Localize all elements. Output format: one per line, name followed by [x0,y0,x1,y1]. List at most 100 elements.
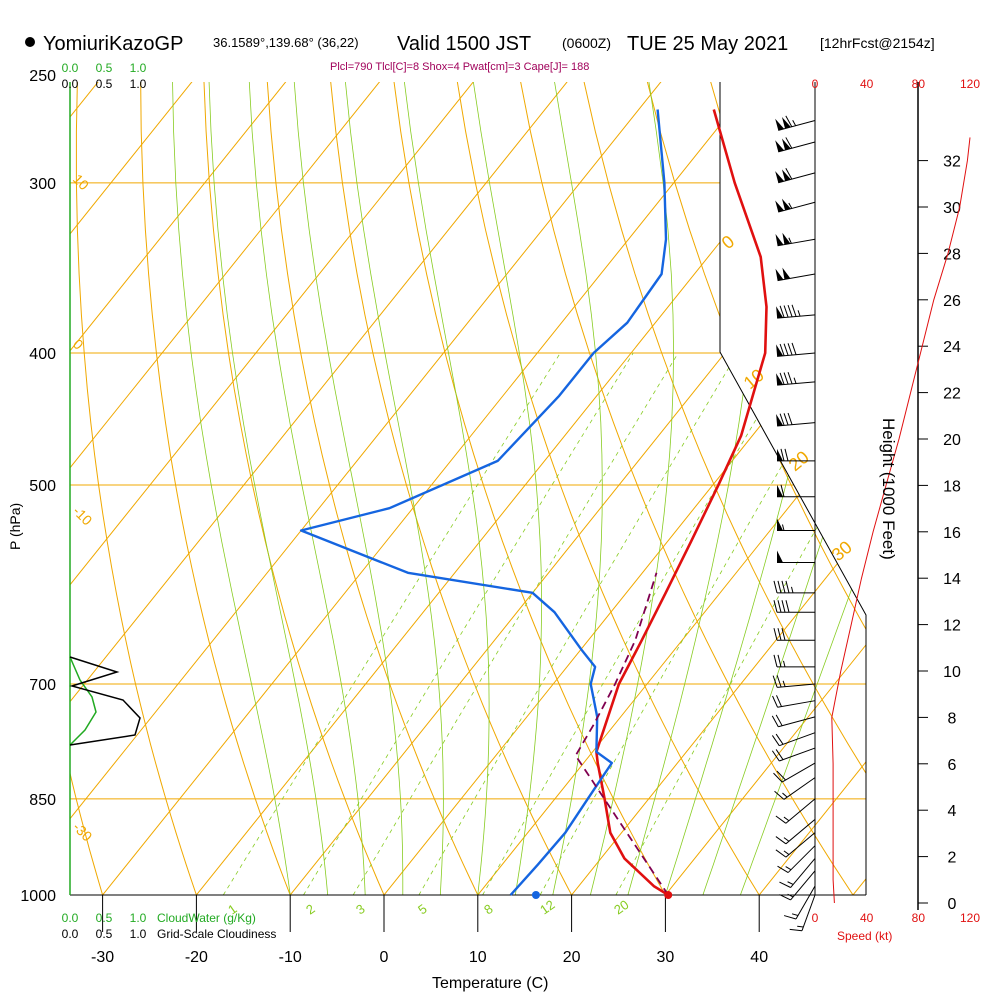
isotherm-line [383,82,866,895]
bottom-cloudwater-scale: 0.0 [62,911,79,925]
wind-barb [775,115,816,131]
wind-barb [776,304,816,319]
barb-full [787,412,793,425]
dry-adiabat-line [266,82,479,895]
cloudwater-label: CloudWater (g/Kg) [157,911,256,925]
barb-flag [775,140,785,152]
barb-full [776,695,782,707]
cloud-panel [69,656,141,746]
speed-tick-bottom: 40 [860,911,874,925]
parcel-line [574,572,669,896]
moist-adiabat-line [552,82,603,895]
barb-flag [776,306,784,319]
barb-shaft [777,314,816,319]
barb-half [787,881,794,885]
barb-full [779,372,785,385]
top-cloudwater-scale: 0.5 [96,61,113,75]
dry-adiabat-line [455,82,760,895]
barb-half [791,586,794,593]
station-bullet-icon [25,37,35,47]
barb-full [783,413,789,426]
barb-full [785,580,790,593]
bottom-cloudiness-scale: 1.0 [130,927,147,941]
barb-full [784,448,789,461]
wind-barb [773,654,815,668]
pressure-tick-label: 300 [29,176,56,193]
barb-full [779,343,785,356]
barb-half [797,310,801,317]
barb-half [783,660,786,667]
height-tick-label: 26 [943,293,961,310]
mixing-ratio-label: 5 [415,901,430,917]
barb-shaft [777,381,816,386]
barb-shaft [787,845,816,873]
wind-barb [779,870,816,901]
wind-barb [773,628,815,641]
dry-adiabat-line [75,82,197,895]
barb-half [785,866,792,871]
barb-shaft [778,141,816,153]
dry-adiabat-line [140,82,291,895]
barb-half [782,680,786,687]
barb-full [775,733,784,745]
speed-tick-top: 0 [812,77,819,91]
wind-barb [777,845,816,873]
dry-adiabat-label: -30 [70,819,96,845]
wind-barb [777,484,815,498]
pressure-tick-label: 700 [29,677,56,694]
top-cloudwater-scale: 1.0 [130,61,147,75]
y-axis-label: P (hPa) [7,503,23,550]
x-axis-label: Temperature (C) [432,975,548,992]
dry-adiabat-label: 10 [70,171,92,193]
barb-flag [781,169,791,181]
barb-full [775,749,784,760]
height-tick-label: 2 [948,850,957,867]
dry-adiabat-label: -10 [70,503,96,529]
barb-shaft [779,747,816,762]
dry-adiabat-line [203,82,385,895]
dry-adiabat-line [961,75,1000,895]
wind-barb [775,798,816,824]
barb-full [775,849,787,858]
barb-full [776,770,786,781]
barb-full [781,628,786,641]
barb-shaft [785,798,816,824]
barb-half [793,377,797,384]
mixing-ratio-line [303,352,634,895]
isotherm-line [70,82,480,895]
barb-half [788,202,793,209]
barb-flag [776,414,784,426]
barb-flag [777,550,783,563]
height-tick-label: 20 [943,432,961,449]
dry-adiabat-line [518,82,854,895]
mixing-ratio-line [222,352,561,895]
barb-full [776,675,782,688]
height-tick-label: 30 [943,200,961,217]
temperature-tick-label: 20 [563,949,581,966]
isotherm-line [70,82,198,895]
top-cloudwater-scale: 0.0 [62,61,79,75]
height-tick-label: 28 [943,246,961,263]
moist-adiabat-line [248,82,366,895]
isotherm-line [102,82,761,895]
valid-label: Valid 1500 JST [397,33,531,55]
wind-barb [776,342,816,357]
height-tick-label: 24 [943,339,961,356]
valid-date: TUE 25 May 2021 [627,33,788,55]
barb-half [783,816,790,822]
temperature-line [595,109,768,897]
forecast-label: [12hrFcst@2154z] [820,35,935,51]
barb-full [773,628,778,641]
barb-full [779,881,791,888]
cloudiness-label: Grid-Scale Cloudiness [157,927,276,941]
frame-edge [719,82,867,895]
barb-full [777,600,782,613]
mixing-ratio-line [539,352,848,895]
moist-adiabat-line [590,82,675,895]
temperature-tick-label: -30 [91,949,114,966]
barb-full [777,580,782,593]
barb-shaft [781,762,816,783]
barb-flag [775,200,785,213]
temperature-tick-label: -10 [279,949,302,966]
barb-full [785,115,793,127]
